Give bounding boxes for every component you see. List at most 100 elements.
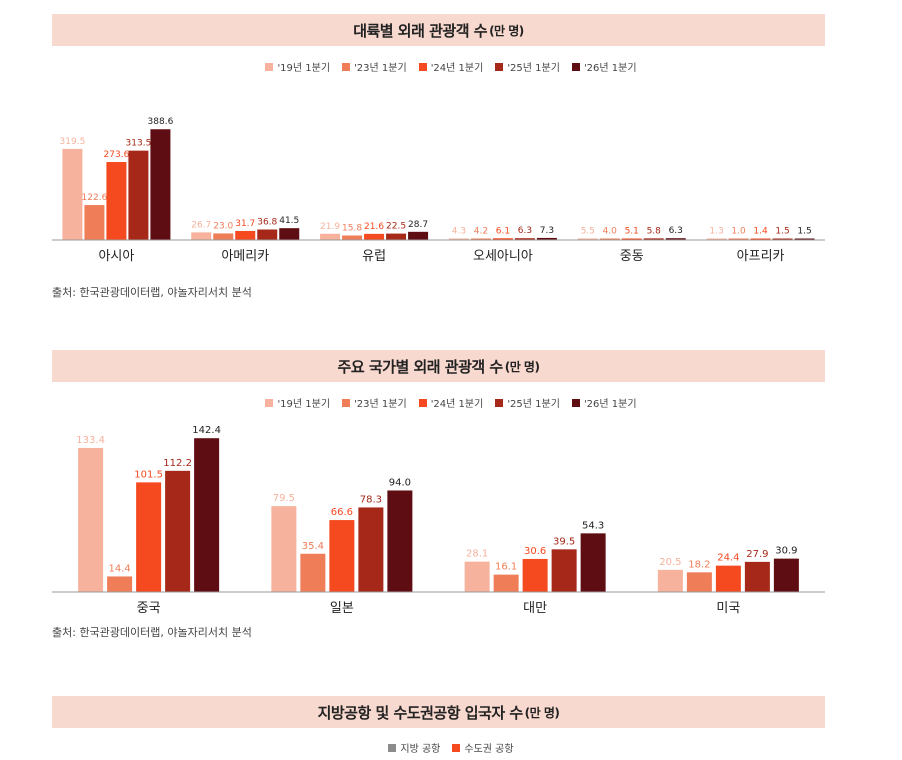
chart3-legend: 지방 공항 수도권 공항: [0, 740, 902, 755]
bar: [62, 148, 83, 240]
category-label: 중국: [137, 601, 161, 616]
bar: [194, 438, 220, 592]
legend-swatch: [571, 398, 580, 407]
data-label: 15.8: [342, 223, 362, 233]
legend-label: '23년 1분기: [354, 399, 407, 410]
bar: [470, 238, 491, 240]
legend-swatch: [342, 398, 351, 407]
legend-swatch: [388, 743, 397, 752]
data-label: 39.5: [553, 536, 575, 547]
chart1-title: 대륙별 외래 관광객 수: [353, 21, 488, 40]
data-label: 1.0: [731, 227, 746, 237]
legend-swatch: [571, 62, 580, 71]
bar: [150, 129, 171, 240]
category-label: 오세아니아: [473, 249, 533, 264]
chart2-source: 출처: 한국관광데이터랩, 야놀자리서치 분석: [52, 626, 252, 639]
data-label: 30.6: [524, 546, 546, 557]
category-label: 유럽: [362, 249, 386, 264]
bar: [78, 447, 104, 592]
data-label: 1.5: [775, 227, 789, 237]
bar: [580, 533, 606, 592]
legend-label: '19년 1분기: [277, 399, 331, 410]
bar: [744, 561, 770, 592]
legend-label: 지방 공항: [400, 744, 441, 755]
bar: [107, 576, 133, 592]
data-label: 4.2: [474, 227, 488, 237]
bar: [364, 233, 385, 240]
category-label: 대만: [523, 601, 547, 616]
data-label: 41.5: [279, 216, 299, 226]
bar: [320, 233, 341, 240]
legend-swatch: [495, 62, 504, 71]
legend-label: 수도권 공항: [464, 744, 514, 755]
bar: [621, 238, 642, 240]
bar: [493, 574, 519, 592]
data-label: 1.3: [709, 227, 723, 237]
chart2-section: 주요 국가별 외래 관광객 수 (만 명) '19년 1분기 '23년 1분기 '…: [52, 350, 825, 639]
bar: [136, 482, 162, 592]
data-label: 6.1: [496, 226, 510, 236]
legend-label: '25년 1분기: [507, 63, 560, 74]
bar: [213, 233, 234, 240]
data-label: 30.9: [775, 546, 797, 557]
data-label: 23.0: [213, 221, 233, 231]
bar: [536, 237, 557, 240]
legend-swatch: [265, 398, 274, 407]
data-label: 94.0: [389, 477, 411, 488]
data-label: 7.3: [540, 226, 554, 236]
data-label: 21.9: [320, 222, 340, 232]
data-label: 388.6: [148, 117, 174, 127]
data-label: 22.5: [386, 222, 406, 232]
data-label: 54.3: [582, 520, 604, 531]
legend-item: '19년 1분기: [265, 59, 330, 74]
data-label: 133.4: [76, 435, 105, 446]
legend-swatch: [265, 62, 274, 71]
bar: [686, 572, 712, 592]
bar: [448, 238, 469, 240]
data-label: 273.6: [104, 150, 130, 160]
category-label: 일본: [330, 601, 354, 616]
bar: [408, 231, 429, 240]
legend-item: '24년 1분기: [418, 395, 483, 410]
bar: [106, 162, 127, 240]
data-label: 36.8: [257, 218, 277, 228]
data-label: 122.6: [82, 193, 108, 203]
legend-swatch: [342, 62, 351, 71]
chart1-section: 대륙별 외래 관광객 수 (만 명) '19년 1분기 '23년 1분기 '24년…: [0, 0, 902, 320]
data-label: 5.1: [625, 227, 639, 237]
legend-item: 수도권 공항: [452, 740, 514, 755]
legend-item: 지방 공항: [388, 740, 440, 755]
data-label: 28.1: [466, 549, 488, 560]
data-label: 27.9: [746, 549, 768, 560]
bar: [386, 233, 407, 240]
data-label: 35.4: [302, 541, 324, 552]
legend-item: '26년 1분기: [571, 59, 637, 74]
chart1-legend: '19년 1분기 '23년 1분기 '24년 1분기 '25년 1분기 '26년…: [0, 59, 902, 74]
bar: [706, 238, 727, 240]
bar: [750, 238, 771, 240]
legend-swatch: [452, 743, 461, 752]
data-label: 18.2: [688, 559, 710, 570]
legend-label: '19년 1분기: [277, 63, 331, 74]
bar: [191, 232, 212, 240]
bar: [599, 238, 620, 240]
data-label: 31.7: [235, 219, 255, 229]
bar: [300, 553, 326, 592]
chart2-title-banner: 주요 국가별 외래 관광객 수 (만 명): [52, 350, 825, 382]
data-label: 5.8: [647, 226, 662, 236]
bar: [773, 558, 799, 592]
bar: [728, 238, 749, 240]
data-label: 6.3: [669, 226, 683, 236]
category-label: 중동: [620, 249, 644, 264]
legend-label: '26년 1분기: [583, 63, 637, 74]
category-label: 아시아: [98, 249, 134, 264]
data-label: 26.7: [191, 220, 211, 230]
legend-item: '26년 1분기: [571, 395, 637, 410]
bar: [577, 238, 598, 240]
legend-item: '24년 1분기: [418, 59, 483, 74]
bar: [128, 150, 149, 240]
legend-item: '19년 1분기: [265, 395, 330, 410]
